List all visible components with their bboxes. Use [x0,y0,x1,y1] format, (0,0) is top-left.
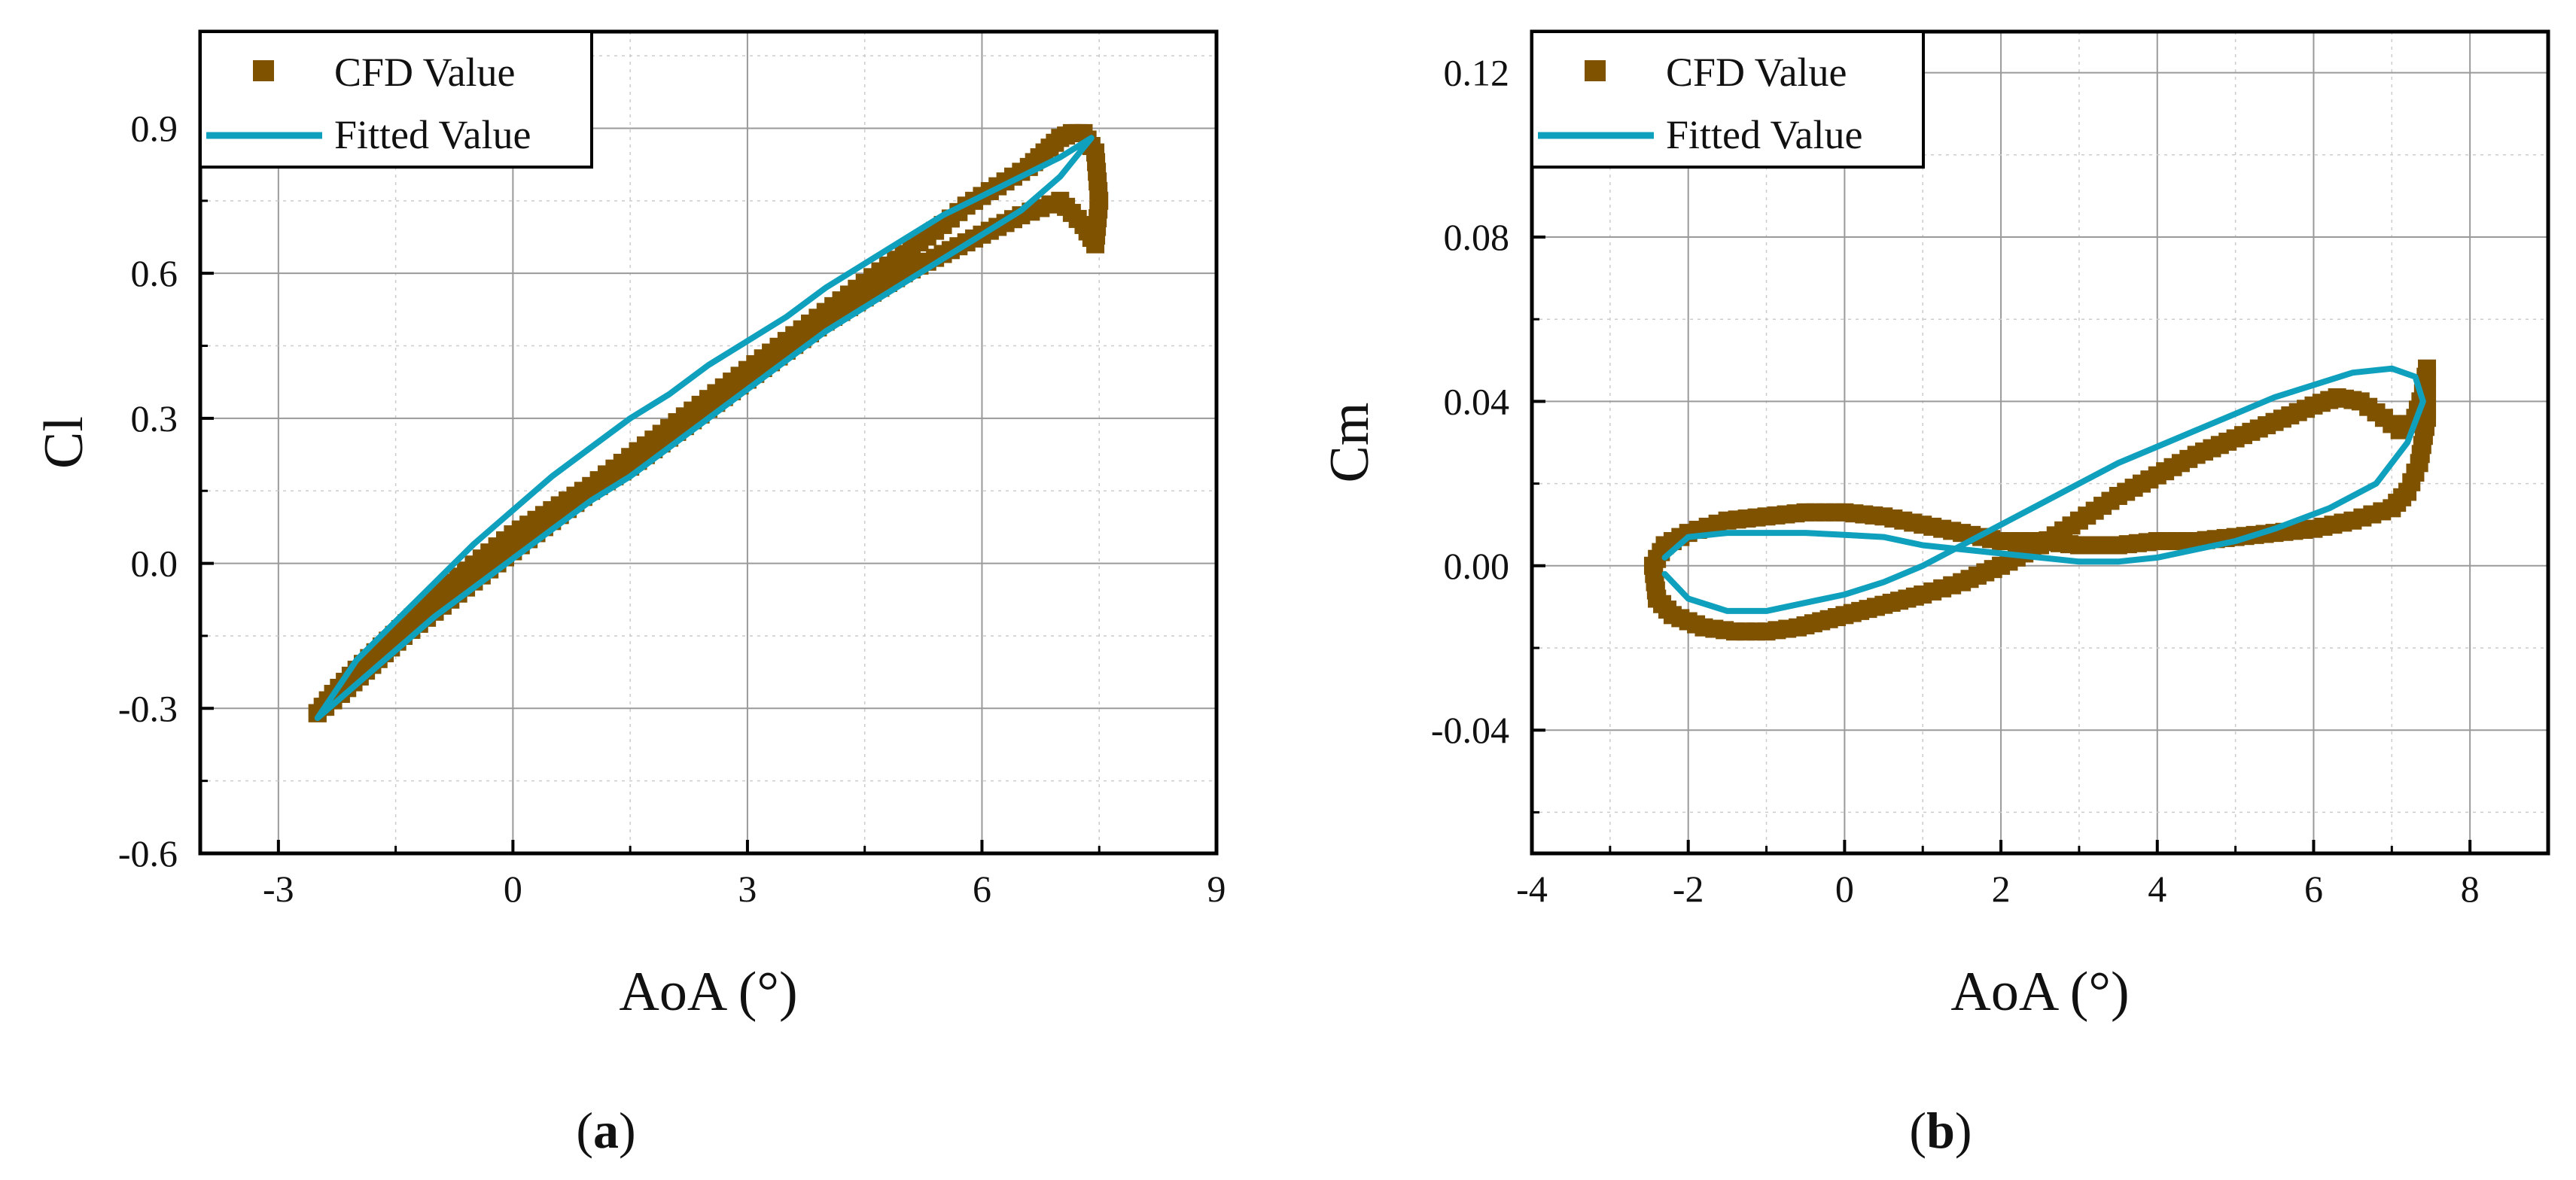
y-tick-label: 0.9 [131,107,178,149]
y-tick-label: 0.08 [1444,216,1510,258]
x-tick-label: -2 [1673,868,1704,910]
panel-b: -4 -2 0 2 4 6 8 -0.04 0.00 0.04 0.08 0.12 AoA (°) C… [1319,29,2550,1159]
x-tick-label: 9 [1207,868,1226,910]
panel-b-frame [1530,29,2550,856]
y-tick-label: -0.6 [118,832,178,874]
panel-a-markers [308,123,1109,722]
panel-b-legend-fitted-label: Fitted Value [1666,112,1862,157]
panel-b-ticks [1530,71,2550,853]
fitted-line [314,135,1095,722]
panel-a-ylabel: Cl [33,416,95,469]
panel-b-ylabel: Cm [1319,403,1381,483]
x-tick-label: 6 [2304,868,2323,910]
panel-b-caption-letter: b [1926,1102,1955,1159]
x-tick-label: 2 [1992,868,2011,910]
panel-b-legend: CFD Value Fitted Value [1530,30,1925,169]
y-tick-label: 0.0 [131,543,178,585]
panel-b-tick-labels: -4 -2 0 2 4 6 8 -0.04 0.00 0.04 0.08 0.12 [1431,52,2480,910]
y-tick-label: 0.3 [131,397,178,439]
panel-a-legend-cfd-icon [253,60,274,81]
panel-b-plot [1643,359,2437,641]
x-tick-label: 0 [1835,868,1854,910]
panel-b-legend-cfd-icon [1585,60,1606,81]
x-tick-label: 6 [973,868,991,910]
x-tick-label: -4 [1516,868,1548,910]
panel-a: -3 0 3 6 9 -0.6 -0.3 0.0 0.3 0.6 0.9 AoA (°) Cl CF… [33,29,1226,1159]
y-tick-label: 0.04 [1444,380,1510,422]
panel-a-ticks [200,54,1218,855]
panel-a-caption-letter: a [593,1102,619,1159]
cfd-marker [1648,589,1667,608]
y-tick-label: 0.12 [1444,52,1510,94]
panel-b-xlabel: AoA (°) [1950,961,2129,1023]
x-tick-label: 4 [2148,868,2166,910]
fitted-line [1661,365,2426,614]
y-tick-label: 0.6 [131,252,178,294]
panel-b-caption: (b) [1909,1102,1972,1159]
panel-a-tick-labels: -3 0 3 6 9 -0.6 -0.3 0.0 0.3 0.6 0.9 [118,107,1226,910]
panel-a-legend-fitted-label: Fitted Value [334,112,531,157]
x-tick-label: 8 [2461,868,2480,910]
panel-a-lines [314,135,1095,722]
x-tick-label: 3 [738,868,757,910]
y-tick-label: -0.3 [118,687,178,729]
panel-a-plot [308,123,1109,722]
panel-a-caption: (a) [576,1102,635,1159]
panel-b-legend-cfd-label: CFD Value [1666,50,1847,95]
panel-a-legend: CFD Value Fitted Value [199,30,593,169]
panel-b-legend-box [1530,30,1925,169]
panel-a-frame [198,29,1219,856]
panel-a-legend-cfd-label: CFD Value [334,50,516,95]
x-tick-label: 0 [504,868,522,910]
x-tick-label: -3 [263,868,294,910]
y-tick-label: 0.00 [1444,545,1510,587]
panel-a-legend-box [199,30,593,169]
y-tick-label: -0.04 [1431,709,1509,751]
panel-a-xlabel: AoA (°) [619,961,797,1023]
panel-b-lines [1661,365,2426,614]
